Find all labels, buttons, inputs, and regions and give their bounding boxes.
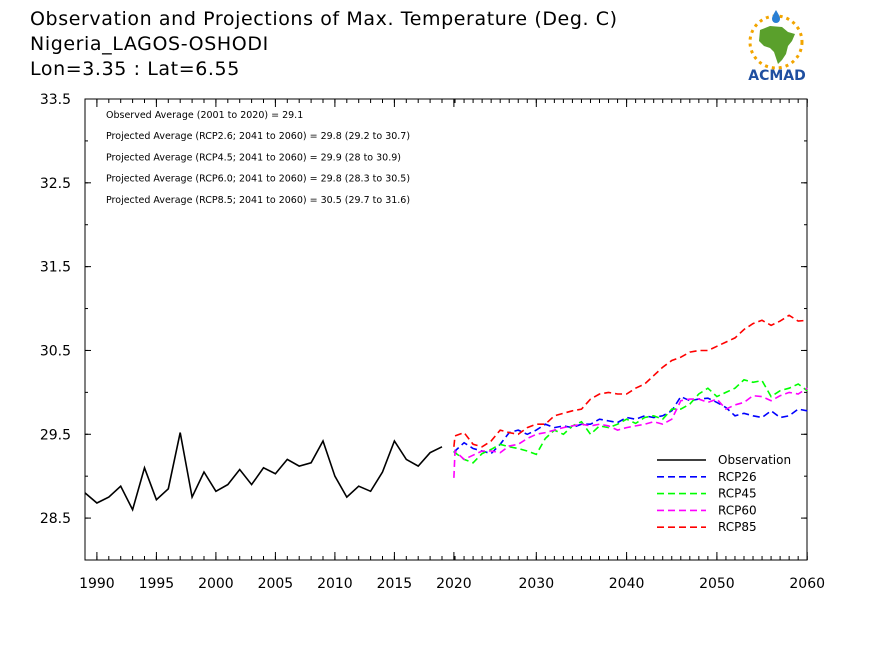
logo-text: ACMAD (748, 68, 806, 84)
x-tick-label: 2015 (377, 576, 413, 592)
annotation-line: Observed Average (2001 to 2020) = 29.1 (106, 110, 303, 121)
y-tick-label: 30.5 (40, 343, 71, 359)
plot-frame (84, 98, 808, 561)
x-tick-label: 2030 (518, 576, 554, 592)
annotation-line: Projected Average (RCP4.5; 2041 to 2060)… (106, 152, 401, 163)
series-lines (84, 314, 808, 512)
x-tick-label: 2050 (699, 576, 735, 592)
annotation-block: Observed Average (2001 to 2020) = 29.1 Pr… (106, 110, 410, 206)
series-line-observation (84, 432, 443, 512)
x-tick-label: 2000 (198, 576, 234, 592)
legend-label: RCP60 (718, 503, 757, 517)
acmad-logo: ACMAD (748, 10, 806, 84)
legend-label: Observation (718, 453, 791, 467)
x-tick-label: 2040 (609, 576, 645, 592)
annotation-line: Projected Average (RCP6.0; 2041 to 2060)… (106, 174, 410, 185)
series-line-rcp60 (453, 387, 808, 478)
legend: Observation RCP26 RCP45 RCP60 RCP85 (657, 453, 791, 534)
series-line-rcp26 (453, 395, 808, 455)
annotation-line: Projected Average (RCP8.5; 2041 to 2060)… (106, 195, 410, 206)
y-tick-label: 31.5 (40, 260, 71, 276)
station-name: Nigeria_LAGOS-OSHODI (30, 33, 269, 55)
y-tick-label: 32.5 (40, 176, 71, 192)
x-tick-label: 1990 (79, 576, 115, 592)
station-coordinates: Lon=3.35 : Lat=6.55 (30, 58, 240, 80)
x-tick-label: 2005 (258, 576, 294, 592)
africa-map-icon (759, 26, 795, 64)
x-tick-label: 2060 (789, 576, 825, 592)
legend-label: RCP26 (718, 470, 757, 484)
annotation-line: Projected Average (RCP2.6; 2041 to 2060)… (106, 131, 410, 142)
x-tick-label: 2010 (317, 576, 353, 592)
legend-label: RCP85 (718, 520, 757, 534)
y-tick-label: 33.5 (40, 92, 71, 108)
series-line-rcp45 (453, 378, 808, 464)
y-tick-label: 29.5 (40, 427, 71, 443)
legend-label: RCP45 (718, 487, 757, 501)
x-tick-label: 1995 (139, 576, 175, 592)
plot-axes: 28.5 29.5 30.5 31.5 32.5 33.5 1990 1995 2000 2005… (40, 92, 825, 592)
chart-title: Observation and Projections of Max. Temp… (30, 8, 618, 30)
series-line-rcp85 (453, 314, 808, 448)
y-tick-label: 28.5 (40, 511, 71, 527)
x-tick-label: 2020 (436, 576, 472, 592)
rain-drop-icon (772, 10, 780, 23)
